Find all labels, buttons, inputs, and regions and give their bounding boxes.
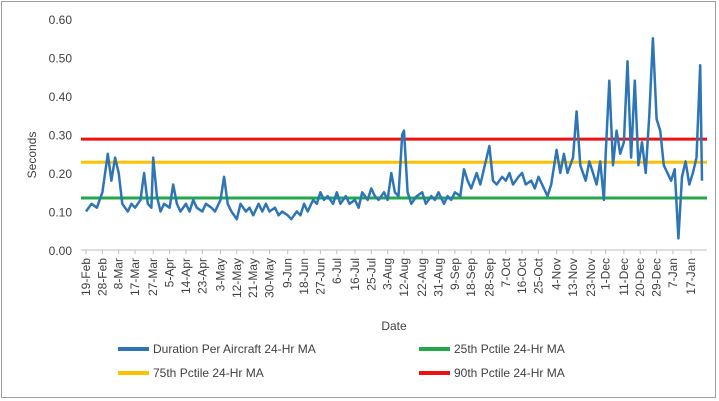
x-axis-title: Date (381, 319, 407, 333)
x-tick-label: 31-Aug (432, 258, 446, 297)
y-tick-label: 0.00 (49, 244, 73, 258)
y-tick-label: 0.50 (49, 52, 73, 66)
legend-item-90th: 90th Pctile 24-Hr MA (419, 366, 565, 380)
x-tick-label: 18-Sep (464, 258, 478, 297)
x-tick-label: 12-May (230, 258, 244, 298)
x-tick-label: 27-Mar (146, 258, 160, 296)
x-tick-label: 7-Jan (666, 258, 680, 288)
x-tick-label: 13-Nov (566, 258, 580, 297)
x-tick-label: 28-Sep (482, 258, 496, 297)
x-tick-label: 16-Jul (348, 258, 362, 291)
x-tick-label: 14-Apr (179, 258, 193, 294)
x-tick-label: 4-Nov (550, 258, 564, 290)
x-tick-label: 19-Feb (79, 258, 93, 296)
legend-label-25th: 25th Pctile 24-Hr MA (454, 342, 565, 356)
legend-label-75th: 75th Pctile 24-Hr MA (153, 366, 264, 380)
x-tick-label: 27-Jun (313, 258, 327, 295)
x-tick-label: 1-Dec (599, 258, 613, 290)
x-tick-label: 17-Mar (128, 258, 142, 296)
x-tick-label: 9-Sep (448, 258, 462, 290)
legend-item-duration: Duration Per Aircraft 24-Hr MA (118, 342, 316, 356)
y-axis: 0.00 0.10 0.20 0.30 0.40 0.50 0.60 (49, 13, 73, 258)
y-tick-label: 0.40 (49, 90, 73, 104)
legend-item-25th: 25th Pctile 24-Hr MA (419, 342, 565, 356)
x-tick-label: 3-May (213, 258, 227, 291)
y-tick-label: 0.30 (49, 129, 73, 143)
y-axis-title: Seconds (25, 132, 39, 179)
x-tick-label: 20-Dec (633, 258, 647, 297)
x-tick-label: 28-Feb (95, 258, 109, 296)
x-tick-label: 23-Apr (195, 258, 209, 294)
x-tick-label: 9-Jun (281, 258, 295, 288)
x-tick-label: 22-Aug (415, 258, 429, 297)
x-tick-label: 25-Oct (531, 257, 545, 294)
x-axis: 19-Feb 28-Feb 8-Mar 17-Mar 27-Mar 5-Apr 14-Apr… (79, 250, 698, 298)
x-tick-label: 29-Dec (650, 258, 664, 297)
x-tick-label: 3-Aug (381, 258, 395, 290)
x-tick-label: 25-Jul (364, 258, 378, 291)
series-line-duration (84, 36, 704, 240)
x-tick-label: 5-Apr (163, 258, 177, 287)
legend: Duration Per Aircraft 24-Hr MA 25th Pcti… (118, 342, 565, 380)
plot-area (84, 36, 704, 240)
x-tick-label: 11-Dec (617, 258, 631, 296)
x-tick-label: 23-Nov (584, 258, 598, 297)
x-tick-label: 7-Oct (499, 257, 513, 287)
x-tick-label: 18-Jun (297, 258, 311, 295)
legend-label-90th: 90th Pctile 24-Hr MA (454, 366, 565, 380)
x-tick-label: 6-Jul (330, 258, 344, 284)
x-tick-label: 17-Jan (684, 258, 698, 295)
x-tick-label: 21-May (246, 258, 260, 298)
x-tick-label: 30-May (263, 258, 277, 298)
y-tick-label: 0.60 (49, 13, 73, 27)
x-tick-label: 16-Oct (515, 257, 529, 294)
legend-label-duration: Duration Per Aircraft 24-Hr MA (153, 342, 316, 356)
x-tick-label: 12-Aug (397, 258, 411, 297)
x-tick-label: 8-Mar (112, 258, 126, 289)
y-tick-label: 0.20 (49, 167, 73, 181)
legend-item-75th: 75th Pctile 24-Hr MA (118, 366, 264, 380)
y-tick-label: 0.10 (49, 206, 73, 220)
